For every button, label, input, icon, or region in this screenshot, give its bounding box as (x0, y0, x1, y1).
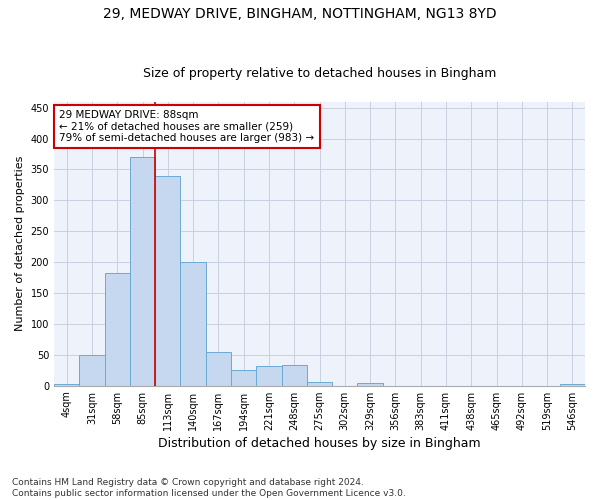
Text: 29, MEDWAY DRIVE, BINGHAM, NOTTINGHAM, NG13 8YD: 29, MEDWAY DRIVE, BINGHAM, NOTTINGHAM, N… (103, 8, 497, 22)
Bar (54, 384, 79, 386)
Bar (256, 366, 281, 386)
Text: Contains HM Land Registry data © Crown copyright and database right 2024.
Contai: Contains HM Land Registry data © Crown c… (12, 478, 406, 498)
Bar (79, 355, 104, 386)
Text: 29 MEDWAY DRIVE: 88sqm
← 21% of detached houses are smaller (259)
79% of semi-de: 29 MEDWAY DRIVE: 88sqm ← 21% of detached… (59, 110, 314, 143)
Bar (358, 382, 383, 386)
Bar (130, 157, 155, 386)
Bar (104, 274, 130, 386)
Bar (155, 176, 181, 386)
Bar (307, 382, 332, 386)
Bar (206, 352, 231, 386)
Bar (181, 262, 206, 386)
Y-axis label: Number of detached properties: Number of detached properties (15, 156, 25, 332)
Bar (281, 366, 307, 386)
Bar (560, 384, 585, 386)
X-axis label: Distribution of detached houses by size in Bingham: Distribution of detached houses by size … (158, 437, 481, 450)
Title: Size of property relative to detached houses in Bingham: Size of property relative to detached ho… (143, 66, 496, 80)
Bar (231, 370, 256, 386)
